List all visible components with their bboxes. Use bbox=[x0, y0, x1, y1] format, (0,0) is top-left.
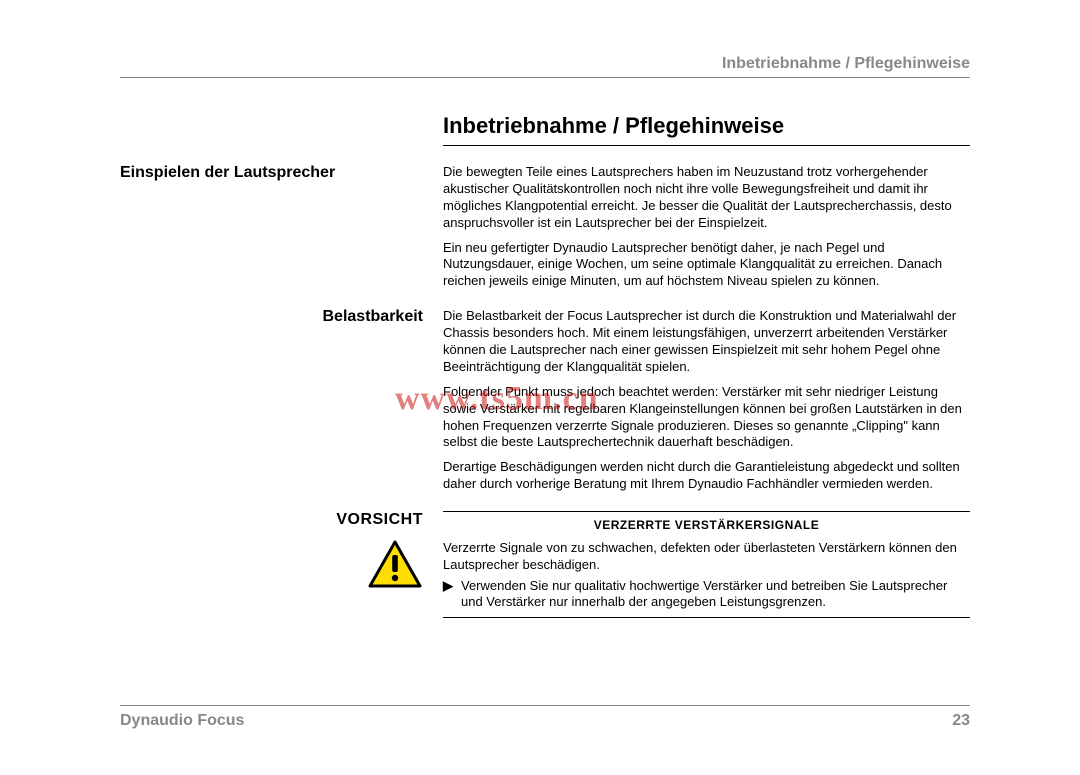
caution-right-col: VERZERRTE VERSTÄRKERSIGNALE Verzerrte Si… bbox=[443, 511, 970, 618]
title-text: Inbetriebnahme / Pflegehinweise bbox=[443, 113, 784, 138]
belastbarkeit-para2: Folgender Punkt muss jedoch beachtet wer… bbox=[443, 384, 970, 452]
caution-block: VORSICHT VERZERRTE VERSTÄRKERSIGNALE Ver… bbox=[120, 511, 970, 618]
document-page: Inbetriebnahme / Pflegehinweise Inbetrie… bbox=[120, 55, 970, 618]
section-label-einspielen: Einspielen der Lautsprecher bbox=[120, 164, 443, 298]
caution-bullet-row: ▶ Verwenden Sie nur qualitativ hochwerti… bbox=[443, 578, 970, 612]
main-title: Inbetriebnahme / Pflegehinweise bbox=[443, 113, 970, 146]
section-einspielen: Einspielen der Lautsprecher Die bewegten… bbox=[120, 164, 970, 298]
belastbarkeit-para1: Die Belastbarkeit der Focus Lautsprecher… bbox=[443, 308, 970, 376]
section-content-einspielen: Die bewegten Teile eines Lautsprechers h… bbox=[443, 164, 970, 298]
caution-text1: Verzerrte Signale von zu schwachen, defe… bbox=[443, 540, 970, 574]
section-belastbarkeit: Belastbarkeit Die Belastbarkeit der Focu… bbox=[120, 308, 970, 501]
footer-page-number: 23 bbox=[952, 712, 970, 730]
footer-left: Dynaudio Focus bbox=[120, 712, 244, 730]
section-label-belastbarkeit: Belastbarkeit bbox=[120, 308, 443, 501]
warning-triangle-icon bbox=[367, 539, 423, 594]
caution-label: VORSICHT bbox=[120, 511, 423, 529]
section-content-belastbarkeit: Die Belastbarkeit der Focus Lautsprecher… bbox=[443, 308, 970, 501]
bullet-marker-icon: ▶ bbox=[443, 578, 461, 612]
caution-left-col: VORSICHT bbox=[120, 511, 443, 618]
caution-bullet-text: Verwenden Sie nur qualitativ hochwertige… bbox=[461, 578, 970, 612]
page-footer: Dynaudio Focus 23 bbox=[120, 705, 970, 730]
page-header: Inbetriebnahme / Pflegehinweise bbox=[120, 55, 970, 78]
header-text: Inbetriebnahme / Pflegehinweise bbox=[722, 55, 970, 72]
einspielen-para1: Die bewegten Teile eines Lautsprechers h… bbox=[443, 164, 970, 232]
caution-subtitle: VERZERRTE VERSTÄRKERSIGNALE bbox=[443, 518, 970, 534]
belastbarkeit-para3: Derartige Beschädigungen werden nicht du… bbox=[443, 459, 970, 493]
einspielen-para2: Ein neu gefertigter Dynaudio Lautspreche… bbox=[443, 240, 970, 291]
caution-bottom-rule bbox=[443, 617, 970, 618]
